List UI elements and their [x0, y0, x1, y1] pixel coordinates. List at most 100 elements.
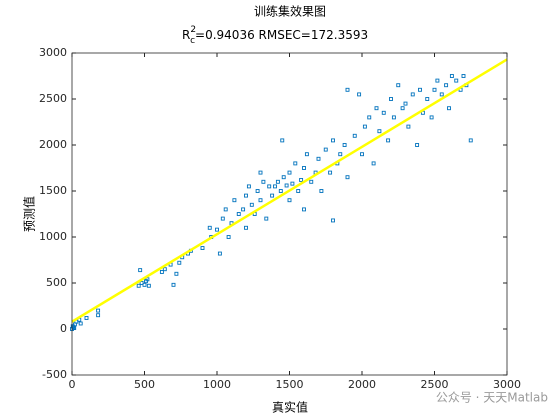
point — [304, 152, 309, 157]
point — [296, 189, 301, 193]
y-tick-label: 1500 — [39, 184, 67, 197]
point — [381, 110, 386, 115]
point — [258, 198, 263, 203]
point — [174, 271, 179, 276]
point — [258, 170, 263, 175]
y-tick-label: 500 — [46, 276, 67, 289]
point — [374, 106, 379, 111]
point — [142, 282, 147, 287]
point — [468, 138, 473, 143]
x-tick-label: 2500 — [421, 378, 449, 391]
y-tick-label: -500 — [42, 368, 67, 381]
point — [278, 189, 283, 193]
point — [264, 216, 269, 221]
axes-box — [71, 52, 508, 376]
point — [146, 283, 151, 288]
point — [302, 207, 306, 212]
point — [454, 78, 459, 83]
x-tick-label: 2000 — [348, 378, 376, 391]
x-tick-label: 500 — [134, 378, 155, 391]
point — [275, 179, 280, 184]
y-tick-label: 3000 — [39, 46, 67, 59]
point — [316, 156, 321, 161]
point — [386, 138, 391, 143]
point — [391, 115, 396, 120]
point — [425, 97, 430, 101]
point — [287, 170, 292, 175]
point — [273, 184, 277, 189]
point — [293, 161, 298, 166]
point — [284, 183, 289, 188]
point — [323, 147, 328, 152]
point — [352, 133, 357, 138]
point — [236, 212, 241, 216]
point — [220, 216, 225, 221]
x-tick-label: 0 — [69, 378, 76, 391]
point — [389, 97, 393, 101]
point — [396, 83, 401, 88]
point — [309, 179, 314, 184]
point — [461, 74, 466, 78]
point — [270, 193, 275, 198]
y-tick-label: 0 — [60, 322, 67, 335]
point — [223, 207, 228, 212]
point — [280, 138, 285, 143]
y-tick-label: 2500 — [39, 92, 67, 105]
plot-area — [72, 53, 507, 375]
point — [447, 106, 451, 111]
point — [287, 198, 292, 203]
point — [328, 170, 333, 175]
point — [377, 129, 382, 134]
point — [331, 138, 335, 143]
subtitle-sup: 2 — [190, 25, 196, 35]
point — [400, 106, 405, 111]
point — [200, 246, 205, 250]
point — [371, 161, 376, 166]
point — [415, 143, 420, 147]
point — [449, 74, 454, 78]
point — [362, 124, 367, 129]
point — [145, 277, 150, 282]
point — [217, 251, 222, 256]
point — [302, 166, 306, 170]
point — [84, 316, 89, 320]
point — [403, 101, 408, 106]
y-axis-label: 预测值 — [22, 196, 37, 232]
point — [261, 179, 266, 184]
point — [290, 181, 295, 186]
point — [444, 83, 449, 88]
point — [162, 267, 167, 272]
point — [96, 313, 101, 318]
chart-subtitle: R2 c=0.94036 RMSEC=172.3593 — [182, 25, 368, 46]
point — [410, 92, 415, 97]
point — [360, 152, 364, 157]
subtitle-rest: =0.94036 RMSEC=172.3593 — [195, 28, 368, 42]
point — [267, 184, 272, 189]
point — [367, 115, 372, 120]
point — [244, 225, 248, 230]
fit-line — [71, 58, 508, 323]
point — [319, 189, 324, 193]
point — [281, 175, 286, 180]
point — [435, 78, 440, 83]
point — [255, 189, 260, 193]
point — [138, 268, 143, 273]
point — [159, 270, 164, 274]
point — [418, 87, 422, 92]
y-tick-label: 1000 — [39, 230, 67, 243]
point — [96, 308, 101, 313]
point — [249, 202, 254, 207]
point — [136, 283, 141, 288]
point — [244, 193, 248, 198]
x-tick-label: 3000 — [493, 378, 521, 391]
point — [232, 198, 237, 203]
point — [78, 321, 83, 326]
point — [345, 175, 350, 180]
point — [345, 87, 350, 92]
point — [215, 227, 219, 232]
point — [226, 235, 231, 239]
point — [171, 282, 176, 287]
point — [406, 124, 411, 129]
point — [429, 115, 434, 120]
